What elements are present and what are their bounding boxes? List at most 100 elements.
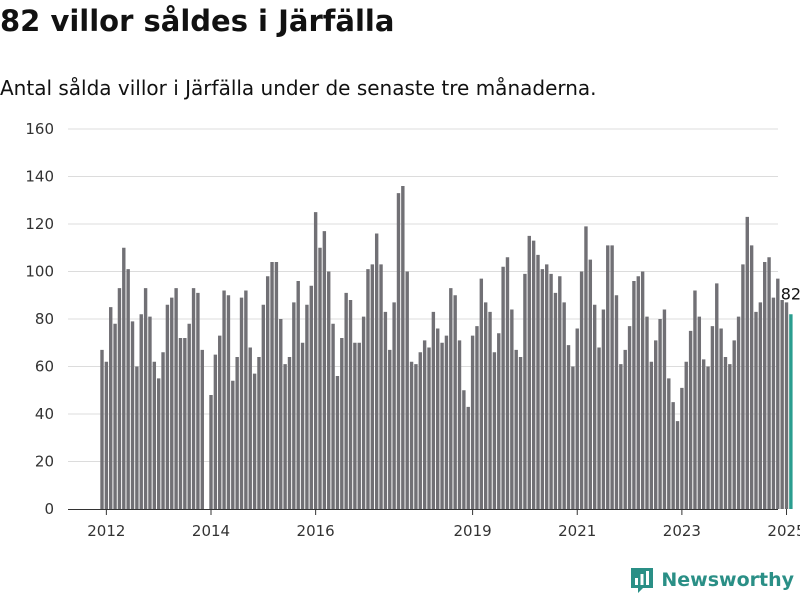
bar bbox=[758, 302, 763, 510]
bar bbox=[344, 292, 348, 510]
x-tick-label: 2014 bbox=[192, 522, 230, 540]
brand-name: Newsworthy bbox=[661, 569, 794, 591]
bar bbox=[579, 271, 584, 509]
bar bbox=[422, 340, 427, 510]
bar bbox=[723, 357, 728, 509]
bar bbox=[488, 311, 492, 510]
y-axis-ticks: 0 20 40 60 80 100 120 140 160 bbox=[25, 120, 54, 518]
bar bbox=[566, 345, 571, 510]
bar bbox=[396, 193, 401, 510]
bar bbox=[148, 316, 152, 510]
bar-series bbox=[100, 186, 793, 510]
bar bbox=[553, 292, 558, 510]
bar bbox=[213, 354, 218, 510]
highlight-value-label: 82 bbox=[781, 284, 800, 303]
bar bbox=[662, 309, 667, 509]
bar bbox=[178, 338, 183, 509]
bar bbox=[327, 271, 331, 509]
bar bbox=[549, 273, 553, 510]
bar bbox=[287, 357, 292, 509]
x-tick-label: 2021 bbox=[558, 522, 596, 540]
bar bbox=[475, 326, 479, 510]
y-tick-label: 160 bbox=[25, 120, 54, 138]
bar bbox=[649, 361, 654, 509]
bar bbox=[701, 359, 706, 510]
bar bbox=[222, 290, 226, 509]
bar bbox=[784, 302, 789, 510]
bar bbox=[361, 316, 366, 510]
bar bbox=[510, 309, 514, 509]
bar bbox=[374, 233, 379, 509]
bar bbox=[545, 264, 549, 510]
page-title: 82 villor såldes i Järfälla bbox=[0, 4, 395, 38]
bar bbox=[614, 295, 619, 509]
bar bbox=[518, 357, 523, 509]
bar bbox=[776, 278, 780, 510]
bar bbox=[436, 328, 440, 509]
bar bbox=[248, 347, 252, 509]
bar bbox=[252, 373, 257, 510]
x-axis-ticks: 2012 2014 2016 2019 2021 2023 2025 bbox=[87, 509, 800, 540]
bar bbox=[606, 245, 610, 510]
bar bbox=[257, 357, 261, 509]
bar bbox=[388, 349, 392, 510]
bar bbox=[357, 342, 361, 509]
bar bbox=[527, 235, 531, 510]
bar bbox=[244, 290, 248, 509]
bar bbox=[688, 330, 693, 510]
bar bbox=[680, 387, 684, 510]
bar bbox=[401, 186, 405, 509]
bar bbox=[623, 349, 627, 510]
x-tick-label: 2019 bbox=[454, 522, 492, 540]
bar bbox=[318, 247, 322, 509]
bar bbox=[497, 333, 501, 509]
bar bbox=[671, 402, 675, 510]
bar bbox=[457, 340, 462, 510]
bar bbox=[122, 247, 126, 509]
bar bbox=[231, 380, 235, 509]
bar bbox=[139, 314, 143, 509]
bar bbox=[383, 311, 388, 510]
bar bbox=[427, 347, 431, 509]
bar bbox=[536, 254, 540, 509]
bar bbox=[305, 304, 309, 509]
bar bbox=[261, 304, 266, 509]
bar bbox=[470, 335, 475, 510]
bar bbox=[684, 361, 688, 509]
bar bbox=[719, 328, 723, 509]
bar bbox=[728, 364, 732, 510]
bar bbox=[126, 269, 130, 510]
bar bbox=[235, 357, 239, 509]
bar bbox=[156, 378, 161, 510]
bar bbox=[379, 264, 383, 510]
bar bbox=[117, 288, 122, 510]
bar bbox=[152, 361, 157, 509]
x-tick-label: 2016 bbox=[297, 522, 335, 540]
bar bbox=[741, 264, 745, 510]
bar bbox=[218, 335, 222, 510]
bar bbox=[196, 292, 200, 510]
x-tick-label: 2023 bbox=[663, 522, 701, 540]
bar bbox=[562, 302, 566, 510]
bar bbox=[296, 281, 300, 509]
bar bbox=[409, 361, 414, 509]
bar bbox=[466, 406, 470, 510]
bar bbox=[353, 342, 357, 509]
bar bbox=[675, 421, 680, 510]
bar bbox=[322, 231, 327, 510]
bar bbox=[440, 342, 444, 509]
bar bbox=[309, 285, 313, 509]
bar bbox=[601, 309, 606, 509]
y-tick-label: 40 bbox=[35, 405, 54, 423]
bar bbox=[501, 266, 505, 509]
bar bbox=[584, 226, 588, 510]
value-labels: 82 bbox=[781, 284, 800, 303]
bar bbox=[100, 349, 104, 510]
bar bbox=[640, 271, 645, 509]
bar bbox=[453, 295, 457, 509]
bar bbox=[161, 352, 165, 509]
bar-chart-logo-icon bbox=[631, 568, 654, 593]
bar bbox=[645, 316, 649, 510]
bar bbox=[531, 240, 536, 510]
bar bbox=[335, 376, 340, 509]
